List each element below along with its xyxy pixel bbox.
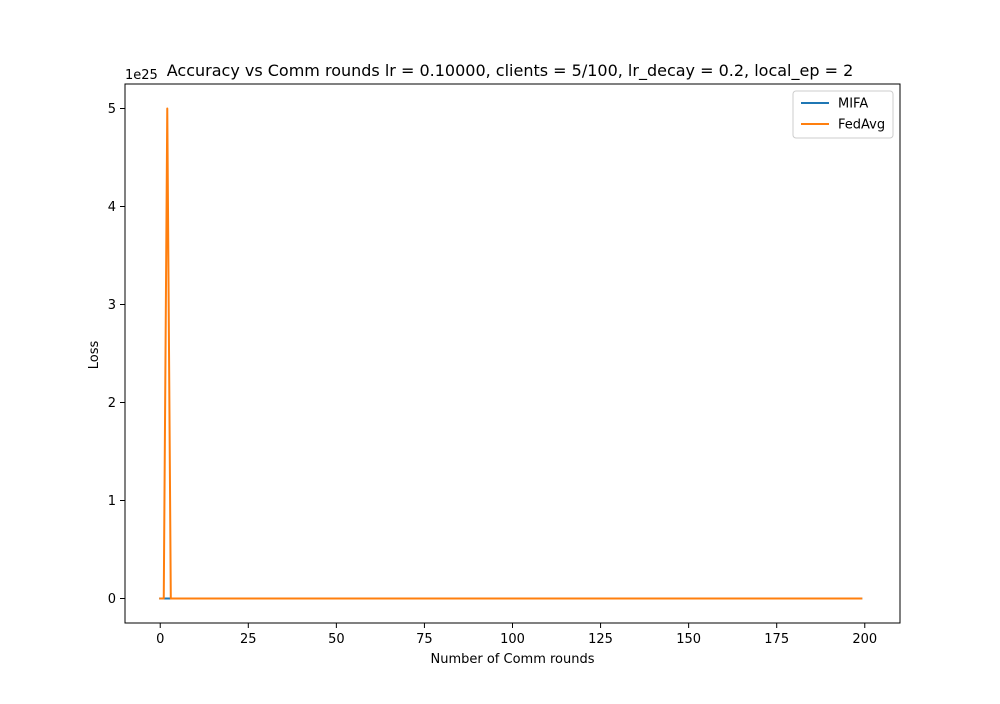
y-tick-label: 0 — [108, 592, 116, 607]
series-layer — [159, 107, 863, 600]
y-tick-label: 3 — [108, 298, 116, 313]
legend: MIFA FedAvg — [792, 90, 894, 139]
y-tick-label: 1 — [108, 494, 116, 509]
x-tick-label: 25 — [240, 632, 257, 647]
y-axis-label: Loss — [87, 341, 102, 370]
x-tick-label: 200 — [852, 632, 877, 647]
legend-label-fedavg: FedAvg — [838, 118, 885, 133]
x-tick-label: 50 — [328, 632, 345, 647]
x-tick-label: 75 — [416, 632, 433, 647]
plot-frame — [124, 83, 901, 624]
x-tick-label: 125 — [588, 632, 613, 647]
x-tick-label: 150 — [676, 632, 701, 647]
x-tick-label: 175 — [764, 632, 789, 647]
x-axis-label: Number of Comm rounds — [430, 652, 594, 667]
x-tick-label: 0 — [156, 632, 164, 647]
y-tick-label: 4 — [108, 200, 116, 215]
y-tick-label: 5 — [108, 102, 116, 117]
series-line-fedavg — [159, 107, 863, 600]
x-tick-label: 100 — [500, 632, 525, 647]
axes-layer: 0 25 50 75 100 125 150 175 200 0 1 2 3 4 5 — [108, 83, 901, 647]
y-tick-label: 2 — [108, 396, 116, 411]
chart-title: Accuracy vs Comm rounds lr = 0.10000, cl… — [167, 61, 854, 81]
y-axis-offset-label: 1e25 — [125, 68, 158, 83]
legend-label-mifa: MIFA — [838, 97, 868, 112]
